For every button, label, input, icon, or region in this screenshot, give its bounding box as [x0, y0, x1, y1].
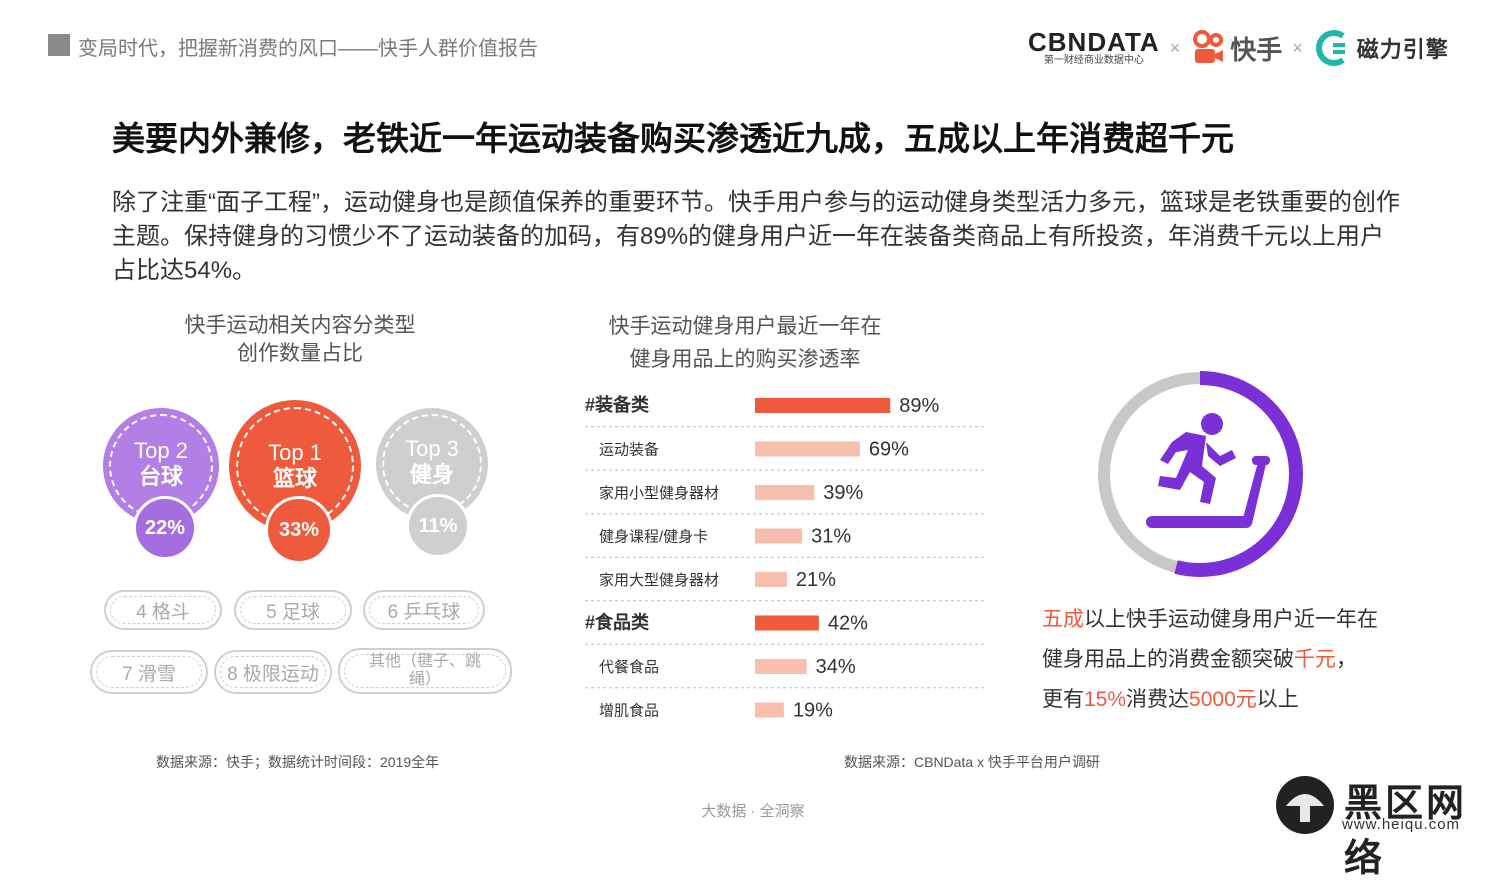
bar-value-label: 34% [816, 656, 856, 678]
top3-rank: Top 3 [405, 436, 459, 461]
category-pill-8: 8 极限运动 [214, 650, 332, 694]
bar-value-label: 89% [899, 395, 939, 417]
cili-logo: 磁力引擎 [1313, 28, 1449, 68]
category-pill-label: 8 极限运动 [227, 663, 319, 685]
category-pill-label: 4 格斗 [136, 601, 190, 623]
cbndata-logo-text: CBNDATA [1028, 27, 1160, 57]
top3-pct-circle: 11% [406, 494, 470, 558]
treadmill-runner-icon [1146, 413, 1270, 528]
bar [755, 572, 787, 587]
bar-category-label: #食品类 [585, 612, 650, 633]
cbndata-logo: CBNDATA 第一财经商业数据中心 [1028, 29, 1160, 67]
category-pill-4: 4 格斗 [104, 590, 222, 630]
bar-category-label: 运动装备 [599, 442, 659, 459]
bar-category-label: 增肌食品 [599, 703, 659, 720]
cili-engine-icon [1315, 30, 1345, 66]
bar-category-label: 代餐食品 [599, 659, 659, 676]
donut-value-arc [1174, 371, 1303, 577]
chart-title-line2: 健身用品上的购买渗透率 [629, 348, 861, 371]
summary-line3-post: 以上 [1256, 688, 1299, 711]
summary-line1: 以上快手运动健身用户近一年在 [1084, 608, 1378, 631]
summary-line3-mid: 消费达 [1126, 688, 1190, 711]
top2-pct: 22% [144, 516, 186, 539]
summary-hl-half: 五成 [1042, 608, 1084, 631]
top3-name: 健身 [409, 462, 454, 487]
category-pill-label: 其他（毽子、跳绳） [368, 653, 481, 688]
bar-category-label: #装备类 [585, 394, 650, 415]
report-title: 变局时代，把握新消费的风口——快手人群价值报告 [78, 38, 538, 60]
top2-pct-circle: 22% [133, 496, 197, 560]
bar-value-label: 19% [793, 700, 833, 722]
summary-hl-15pct: 15% [1084, 688, 1127, 711]
bar-category-label: 家用小型健身器材 [599, 485, 719, 502]
top2-label: Top 2 台球 [101, 438, 221, 490]
bar [755, 528, 803, 544]
kuaishou-logo-text: 快手 [1230, 34, 1283, 65]
top1-name: 篮球 [272, 466, 317, 491]
top2-rank: Top 2 [134, 438, 188, 463]
bar [755, 702, 784, 718]
penetration-bar-chart: #装备类 89% 运动装备 69% 家用小型健身器材 39% 健身课程/健身卡 31% 家用大型… [585, 394, 985, 722]
page-title: 美要内外兼修，老铁近一年运动装备购买渗透近九成，五成以上年消费超千元 [112, 120, 1234, 157]
category-pill-5: 5 足球 [234, 590, 352, 630]
summary-hl-5000: 5000元 [1189, 688, 1257, 711]
left-title-line1: 快手运动相关内容分类型 [184, 314, 416, 337]
top3-label: Top 3 健身 [372, 436, 492, 488]
watermark-mushroom-icon [1276, 776, 1334, 834]
bar [755, 485, 815, 500]
bar-value-label: 69% [869, 439, 909, 461]
top2-name: 台球 [138, 464, 183, 489]
summary-hl-thousand: 千元 [1294, 648, 1336, 671]
top1-pct-circle: 33% [265, 496, 333, 564]
category-pill-other: 其他（毽子、跳绳） [338, 648, 512, 694]
kuaishou-camera-icon [1193, 30, 1224, 63]
bar [755, 398, 891, 413]
left-panel-title: 快手运动相关内容分类型 创作数量占比 [150, 312, 450, 368]
top1-label: Top 1 篮球 [235, 440, 355, 492]
intro-paragraph: 除了注重“面子工程”，运动健身也是颜值保养的重要环节。快手用户参与的运动健身类型… [112, 189, 1400, 284]
bar-value-label: 39% [823, 482, 863, 504]
bar [755, 659, 807, 674]
kuaishou-logo: 快手 [1190, 30, 1282, 67]
bar-value-label: 31% [811, 526, 851, 548]
top1-pct: 33% [278, 518, 320, 541]
left-title-line2: 创作数量占比 [237, 342, 363, 365]
cbndata-logo-subtext: 第一财经商业数据中心 [1043, 55, 1144, 66]
cili-logo-text: 磁力引擎 [1356, 37, 1449, 62]
bar [755, 615, 819, 631]
category-pill-7: 7 滑雪 [90, 650, 208, 694]
bar-category-label: 家用大型健身器材 [599, 572, 719, 589]
category-pill-6: 6 乒乓球 [363, 590, 485, 630]
bar-value-label: 42% [828, 613, 868, 635]
chart-source-note: 数据来源：CBNData x 快手平台用户调研 [844, 754, 1100, 770]
top-category-bubbles [0, 0, 1, 1]
summary-line2-post: ， [1336, 648, 1357, 671]
logo-separator-2: × [1292, 37, 1303, 58]
header-square-mark [48, 34, 70, 56]
bar [755, 441, 860, 457]
left-source-note: 数据来源：快手；数据统计时间段：2019全年 [156, 754, 440, 770]
bar-category-label: 健身课程/健身卡 [599, 529, 708, 546]
category-pill-label: 6 乒乓球 [387, 601, 461, 623]
footer-tagline: 大数据 · 全洞察 [701, 803, 805, 820]
spending-donut [1098, 371, 1303, 577]
summary-line2-pre: 健身用品上的消费金额突破 [1042, 648, 1294, 671]
category-pill-label: 7 滑雪 [122, 663, 176, 685]
logo-separator: × [1169, 37, 1181, 58]
top1-rank: Top 1 [268, 440, 322, 465]
category-pill-label: 5 足球 [266, 601, 320, 623]
watermark-url: www.heiqu.com [1342, 816, 1461, 833]
partner-logos: CBNDATA 第一财经商业数据中心 × 快手 × 磁力引擎 [1028, 26, 1449, 70]
spending-summary: 五成以上快手运动健身用户近一年在 健身用品上的消费金额突破千元， 更有15%消费… [1042, 600, 1462, 720]
chart-title: 快手运动健身用户最近一年在 健身用品上的购买渗透率 [560, 310, 930, 376]
summary-line3-pre: 更有 [1042, 688, 1084, 711]
bar-value-label: 21% [796, 569, 836, 591]
top3-pct: 11% [418, 514, 458, 537]
chart-title-line1: 快手运动健身用户最近一年在 [608, 315, 882, 338]
